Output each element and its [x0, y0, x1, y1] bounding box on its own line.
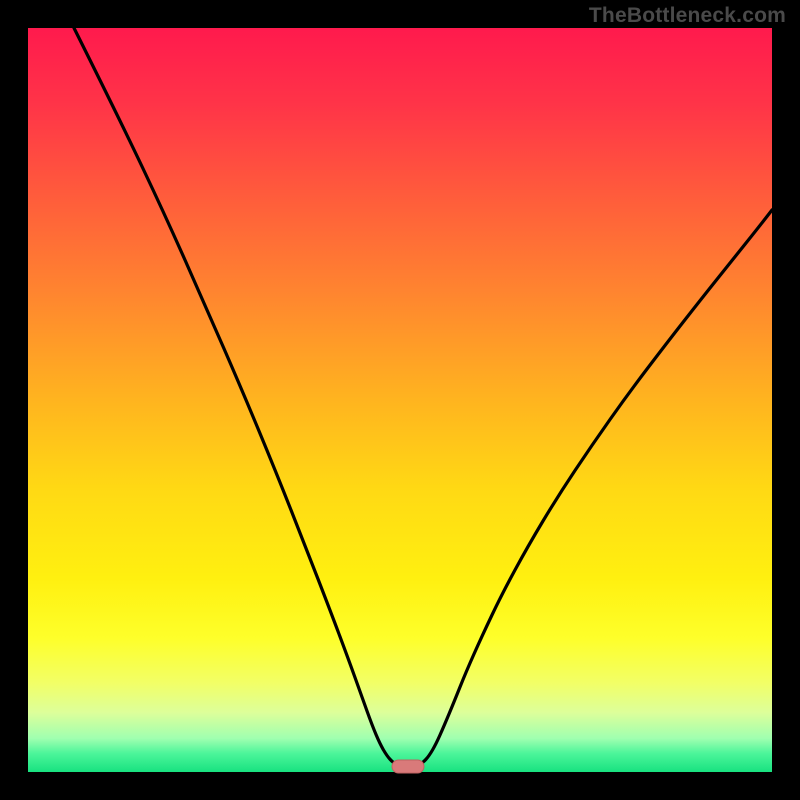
bottleneck-chart-svg [0, 0, 800, 800]
chart-frame: TheBottleneck.com [0, 0, 800, 800]
watermark-text: TheBottleneck.com [589, 4, 786, 28]
optimal-marker [392, 760, 424, 773]
gradient-plot-area [28, 28, 772, 772]
